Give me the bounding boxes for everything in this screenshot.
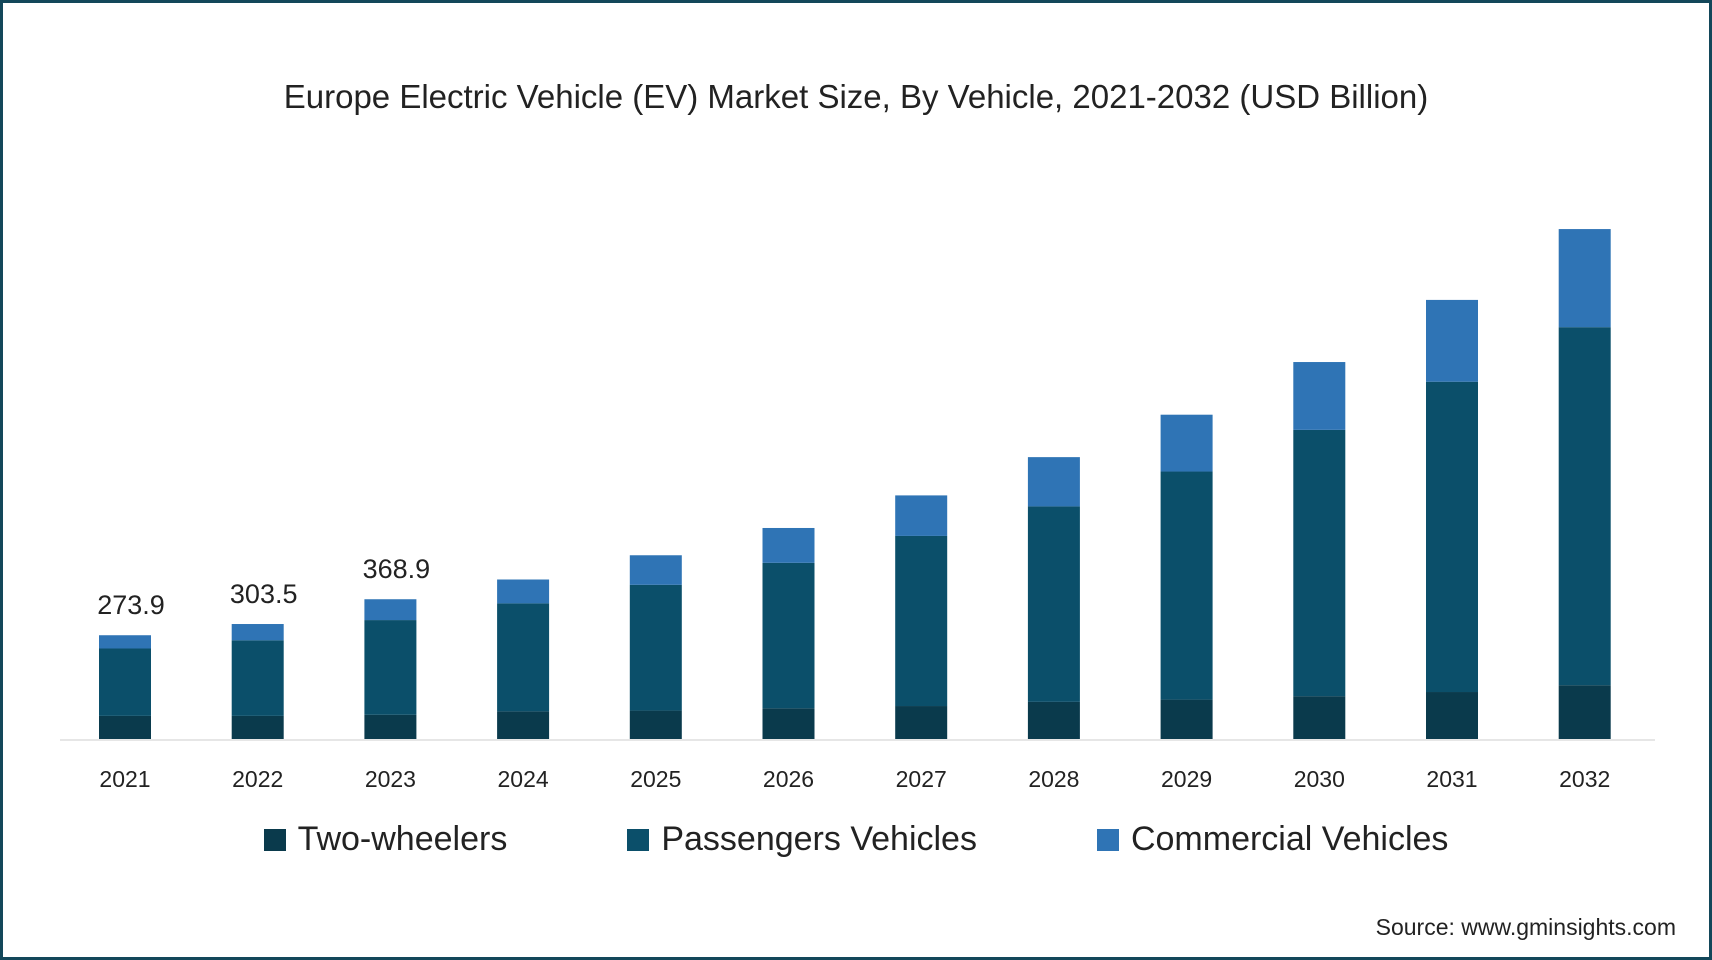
bar-two-wheelers-2021 (99, 715, 151, 739)
bar-passengers-vehicles-2030 (1293, 429, 1346, 697)
legend-swatch (1096, 828, 1119, 851)
x-tick-label: 2026 (763, 766, 814, 792)
x-tick-label: 2028 (1028, 766, 1079, 792)
bar-passengers-vehicles-2025 (629, 584, 682, 711)
bar-commercial-vehicles-2030 (1293, 362, 1346, 430)
bar-two-wheelers-2026 (762, 708, 815, 739)
bar-commercial-vehicles-2032 (1558, 229, 1611, 328)
x-tick-label: 2027 (896, 766, 947, 792)
legend-item-commercial-vehicles: Commercial Vehicles (1096, 820, 1449, 859)
bar-two-wheelers-2025 (629, 710, 682, 739)
bar-two-wheelers-2032 (1558, 685, 1611, 739)
x-tick-label: 2031 (1426, 766, 1477, 792)
bar-two-wheelers-2023 (364, 714, 417, 739)
x-tick-label: 2023 (365, 766, 416, 792)
chart-title: Europe Electric Vehicle (EV) Market Size… (283, 78, 1429, 115)
x-tick-label: 2032 (1559, 766, 1610, 792)
bar-passengers-vehicles-2031 (1426, 381, 1478, 693)
bar-passengers-vehicles-2032 (1558, 327, 1611, 686)
legend: Two-wheelers Passengers Vehicles Commerc… (0, 820, 1712, 859)
bar-commercial-vehicles-2024 (497, 579, 550, 604)
bar-two-wheelers-2029 (1160, 699, 1213, 739)
x-tick-label: 2024 (498, 766, 549, 792)
bar-passengers-vehicles-2021 (99, 648, 151, 716)
source-note: Source: www.gminsights.com (1375, 914, 1676, 940)
bar-two-wheelers-2027 (895, 706, 948, 739)
bar-passengers-vehicles-2029 (1160, 471, 1213, 700)
bar-commercial-vehicles-2022 (231, 624, 284, 641)
legend-item-passengers-vehicles: Passengers Vehicles (627, 820, 977, 859)
bar-commercial-vehicles-2031 (1426, 299, 1478, 382)
bar-commercial-vehicles-2027 (895, 495, 948, 536)
x-tick-label: 2022 (232, 766, 283, 792)
bar-two-wheelers-2024 (497, 711, 550, 739)
bar-commercial-vehicles-2028 (1027, 457, 1080, 507)
bar-passengers-vehicles-2023 (364, 620, 417, 715)
legend-label: Two-wheelers (297, 820, 508, 858)
data-label: 303.5 (230, 579, 298, 609)
bar-two-wheelers-2031 (1426, 692, 1478, 739)
bar-passengers-vehicles-2028 (1027, 506, 1080, 702)
legend-label: Commercial Vehicles (1130, 820, 1449, 858)
bar-commercial-vehicles-2025 (629, 555, 682, 585)
bar-passengers-vehicles-2022 (231, 640, 284, 716)
bar-two-wheelers-2022 (231, 715, 284, 739)
legend-swatch (263, 828, 286, 851)
legend-item-two-wheelers: Two-wheelers (263, 820, 508, 859)
bar-commercial-vehicles-2023 (364, 599, 417, 621)
x-tick-label: 2029 (1161, 766, 1212, 792)
legend-swatch (627, 828, 650, 851)
bar-passengers-vehicles-2027 (895, 535, 948, 707)
legend-label: Passengers Vehicles (661, 820, 977, 858)
x-tick-label: 2025 (630, 766, 681, 792)
x-tick-label: 2021 (99, 766, 150, 792)
x-tick-label: 2030 (1294, 766, 1345, 792)
bar-commercial-vehicles-2029 (1160, 414, 1213, 472)
bar-two-wheelers-2028 (1027, 701, 1080, 739)
bar-passengers-vehicles-2024 (497, 603, 550, 712)
bar-passengers-vehicles-2026 (762, 562, 815, 709)
bar-two-wheelers-2030 (1293, 696, 1346, 739)
data-label: 368.9 (363, 554, 431, 584)
bar-commercial-vehicles-2026 (762, 527, 815, 563)
bar-commercial-vehicles-2021 (99, 635, 151, 649)
data-label: 273.9 (97, 590, 165, 620)
